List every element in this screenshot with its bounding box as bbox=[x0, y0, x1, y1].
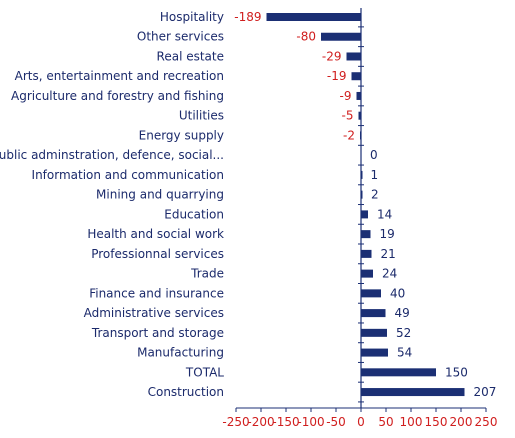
value-label: 0 bbox=[370, 148, 378, 162]
value-label: -5 bbox=[342, 109, 354, 123]
category-label: Arts, entertainment and recreation bbox=[15, 69, 224, 83]
x-tick-label: -150 bbox=[272, 415, 299, 429]
category-label: Energy supply bbox=[139, 128, 224, 142]
bar bbox=[361, 309, 386, 318]
x-tick-label: -200 bbox=[247, 415, 274, 429]
value-label: 1 bbox=[371, 168, 379, 182]
category-label: Other services bbox=[137, 30, 224, 44]
bar bbox=[361, 328, 387, 337]
category-label: Information and communication bbox=[32, 168, 224, 182]
category-label: Public adminstration, defence, social... bbox=[0, 148, 224, 162]
value-label: 52 bbox=[396, 326, 411, 340]
x-tick-label: 50 bbox=[378, 415, 393, 429]
bar bbox=[346, 52, 361, 61]
value-label: 49 bbox=[395, 306, 410, 320]
x-tick-label: 250 bbox=[475, 415, 498, 429]
category-label: Trade bbox=[190, 267, 224, 281]
value-label: 207 bbox=[474, 385, 497, 399]
category-label: Administrative services bbox=[84, 306, 224, 320]
category-label: Utilities bbox=[179, 109, 224, 123]
category-label: Education bbox=[164, 207, 224, 221]
x-tick-label: -250 bbox=[222, 415, 249, 429]
category-label: Hospitality bbox=[160, 10, 224, 24]
category-label: Construction bbox=[148, 385, 224, 399]
bar bbox=[361, 210, 368, 219]
bar bbox=[266, 13, 361, 21]
value-label: 40 bbox=[390, 286, 405, 300]
bar bbox=[361, 269, 373, 278]
x-tick-label: -50 bbox=[326, 415, 346, 429]
x-tick-label: 200 bbox=[450, 415, 473, 429]
category-label: Agriculture and forestry and fishing bbox=[11, 89, 224, 103]
category-label: Health and social work bbox=[87, 227, 224, 241]
bar bbox=[361, 289, 381, 298]
value-label: -29 bbox=[322, 49, 342, 63]
bar bbox=[361, 230, 371, 239]
bar bbox=[361, 388, 465, 397]
value-label: 21 bbox=[381, 247, 396, 261]
bar bbox=[321, 32, 361, 41]
category-label: Finance and insurance bbox=[89, 286, 224, 300]
value-label: -9 bbox=[340, 89, 352, 103]
x-tick-label: -100 bbox=[297, 415, 324, 429]
value-label: -189 bbox=[234, 10, 261, 24]
value-label: -19 bbox=[327, 69, 347, 83]
category-label: TOTAL bbox=[185, 365, 224, 379]
category-label: Transport and storage bbox=[91, 326, 224, 340]
value-label: 14 bbox=[377, 207, 392, 221]
bar bbox=[351, 72, 361, 81]
value-label: 19 bbox=[380, 227, 395, 241]
bar bbox=[361, 348, 388, 357]
category-label: Professionnal services bbox=[91, 247, 224, 261]
bar bbox=[358, 111, 361, 120]
value-label: 150 bbox=[445, 365, 468, 379]
category-label: Real estate bbox=[157, 49, 224, 63]
bar bbox=[361, 368, 436, 377]
bar bbox=[360, 131, 362, 140]
category-label: Mining and quarrying bbox=[96, 188, 224, 202]
value-label: 54 bbox=[397, 346, 412, 360]
value-label: 24 bbox=[382, 267, 397, 281]
bar bbox=[361, 190, 363, 199]
value-label: 2 bbox=[371, 188, 379, 202]
bar bbox=[361, 249, 372, 258]
bar bbox=[356, 91, 361, 100]
value-label: -80 bbox=[296, 30, 316, 44]
category-label: Manufacturing bbox=[137, 346, 224, 360]
x-tick-label: 100 bbox=[400, 415, 423, 429]
x-tick-label: 150 bbox=[425, 415, 448, 429]
value-label: -2 bbox=[343, 128, 355, 142]
x-tick-label: 0 bbox=[357, 415, 365, 429]
bar bbox=[361, 170, 363, 179]
